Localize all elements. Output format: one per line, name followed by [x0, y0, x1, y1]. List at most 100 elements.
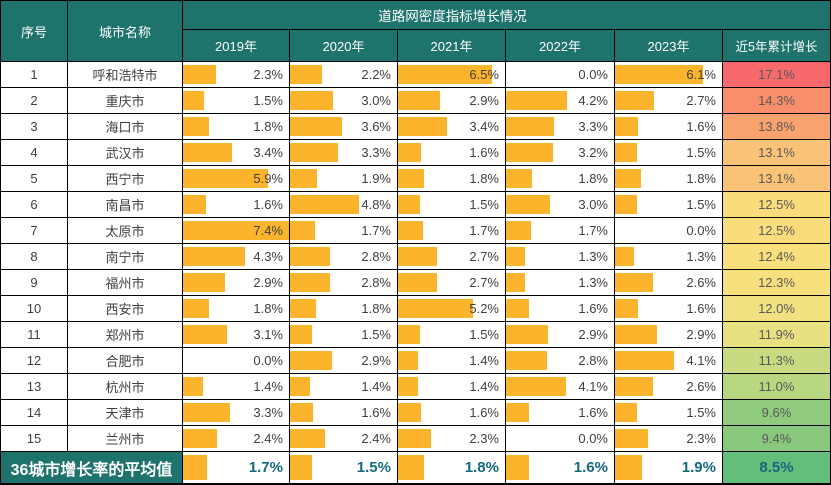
data-bar: [290, 299, 317, 318]
year-value-cell: 1.3%: [506, 244, 615, 270]
growth-value: 1.5%: [686, 405, 716, 420]
year-value-cell: 1.5%: [398, 192, 506, 218]
year-value-cell: 3.3%: [290, 140, 398, 166]
year-value-cell: 2.9%: [290, 348, 398, 374]
growth-value: 1.5%: [469, 197, 499, 212]
data-bar: [290, 377, 311, 396]
year-value-cell: 4.8%: [290, 192, 398, 218]
year-value-cell: 1.9%: [290, 166, 398, 192]
growth-value: 1.8%: [686, 171, 716, 186]
city-name-cell: 西安市: [68, 296, 183, 322]
table-title: 道路网密度指标增长情况: [183, 1, 831, 30]
data-bar: [183, 195, 206, 214]
year-value-cell: 3.2%: [506, 140, 615, 166]
year-value-cell: 6.5%: [398, 62, 506, 88]
cumulative-growth-cell: 12.0%: [723, 296, 831, 322]
growth-value: 7.4%: [253, 223, 283, 238]
year-value-cell: 0.0%: [615, 218, 723, 244]
growth-value: 2.7%: [469, 249, 499, 264]
growth-value: 0.0%: [253, 353, 283, 368]
data-bar: [506, 273, 525, 292]
growth-value: 1.7%: [578, 223, 608, 238]
growth-value: 3.3%: [578, 119, 608, 134]
growth-value: 2.9%: [361, 353, 391, 368]
cumulative-growth-cell: 12.3%: [723, 270, 831, 296]
cumulative-growth-cell: 13.1%: [723, 140, 831, 166]
growth-value: 2.7%: [469, 275, 499, 290]
cumulative-growth-cell: 11.0%: [723, 374, 831, 400]
data-bar: [398, 247, 438, 266]
row-number-cell: 6: [1, 192, 68, 218]
data-bar: [398, 91, 440, 110]
row-number-cell: 14: [1, 400, 68, 426]
growth-value: 0.0%: [686, 223, 716, 238]
year-value-cell: 1.6%: [398, 140, 506, 166]
header-cell-year-2022: 2022年: [506, 30, 615, 62]
cumulative-growth-cell: 14.3%: [723, 88, 831, 114]
year-value-cell: 1.7%: [506, 218, 615, 244]
data-bar: [615, 117, 639, 136]
data-bar: [398, 403, 422, 422]
year-value-cell: 3.4%: [398, 114, 506, 140]
data-bar: [615, 325, 657, 344]
row-number-cell: 9: [1, 270, 68, 296]
city-name-cell: 兰州市: [68, 426, 183, 452]
year-value-cell: 1.6%: [506, 400, 615, 426]
year-value-cell: 2.3%: [183, 62, 290, 88]
data-bar: [183, 403, 231, 422]
growth-value: 1.4%: [469, 353, 499, 368]
row-number-cell: 8: [1, 244, 68, 270]
row-number-cell: 7: [1, 218, 68, 244]
data-bar: [398, 351, 419, 370]
data-bar: [398, 221, 423, 240]
data-bar: [290, 403, 314, 422]
data-bar: [506, 351, 547, 370]
data-bar: [615, 299, 639, 318]
year-value-cell: 2.9%: [506, 322, 615, 348]
year-value-cell: 6.1%: [615, 62, 723, 88]
year-value-cell: 2.9%: [183, 270, 290, 296]
data-bar: [290, 325, 312, 344]
header-cell-year-2023: 2023年: [615, 30, 723, 62]
data-bar: [183, 117, 209, 136]
row-number-cell: 10: [1, 296, 68, 322]
growth-value: 2.6%: [686, 379, 716, 394]
data-bar: [183, 91, 205, 110]
year-value-cell: 1.4%: [290, 374, 398, 400]
growth-value: 4.3%: [253, 249, 283, 264]
data-bar: [290, 169, 318, 188]
growth-value: 2.4%: [361, 431, 391, 446]
growth-value: 0.0%: [578, 431, 608, 446]
data-bar: [183, 247, 245, 266]
data-bar: [506, 403, 530, 422]
growth-value: 1.5%: [469, 327, 499, 342]
year-value-cell: 1.5%: [615, 192, 723, 218]
data-bar: [183, 455, 208, 480]
data-bar: [615, 273, 653, 292]
cumulative-growth-cell: 11.3%: [723, 348, 831, 374]
data-bar: [506, 221, 531, 240]
data-bar: [398, 299, 474, 318]
year-value-cell: 4.3%: [183, 244, 290, 270]
year-value-cell: 2.8%: [290, 270, 398, 296]
data-bar: [183, 273, 225, 292]
data-bar: [615, 91, 655, 110]
growth-value: 1.7%: [361, 223, 391, 238]
data-bar: [615, 65, 704, 84]
city-name-cell: 西宁市: [68, 166, 183, 192]
footer-average-value-cell: 1.5%: [290, 452, 398, 485]
data-bar: [506, 299, 530, 318]
data-bar: [183, 221, 289, 240]
year-value-cell: 1.5%: [290, 322, 398, 348]
year-value-cell: 1.6%: [615, 114, 723, 140]
cumulative-growth-cell: 13.8%: [723, 114, 831, 140]
footer-average-value-cell: 1.6%: [506, 452, 615, 485]
city-name-cell: 郑州市: [68, 322, 183, 348]
row-number-cell: 13: [1, 374, 68, 400]
data-bar: [290, 91, 334, 110]
year-value-cell: 3.4%: [183, 140, 290, 166]
growth-value: 1.8%: [361, 301, 391, 316]
growth-value: 1.6%: [578, 405, 608, 420]
city-name-cell: 重庆市: [68, 88, 183, 114]
